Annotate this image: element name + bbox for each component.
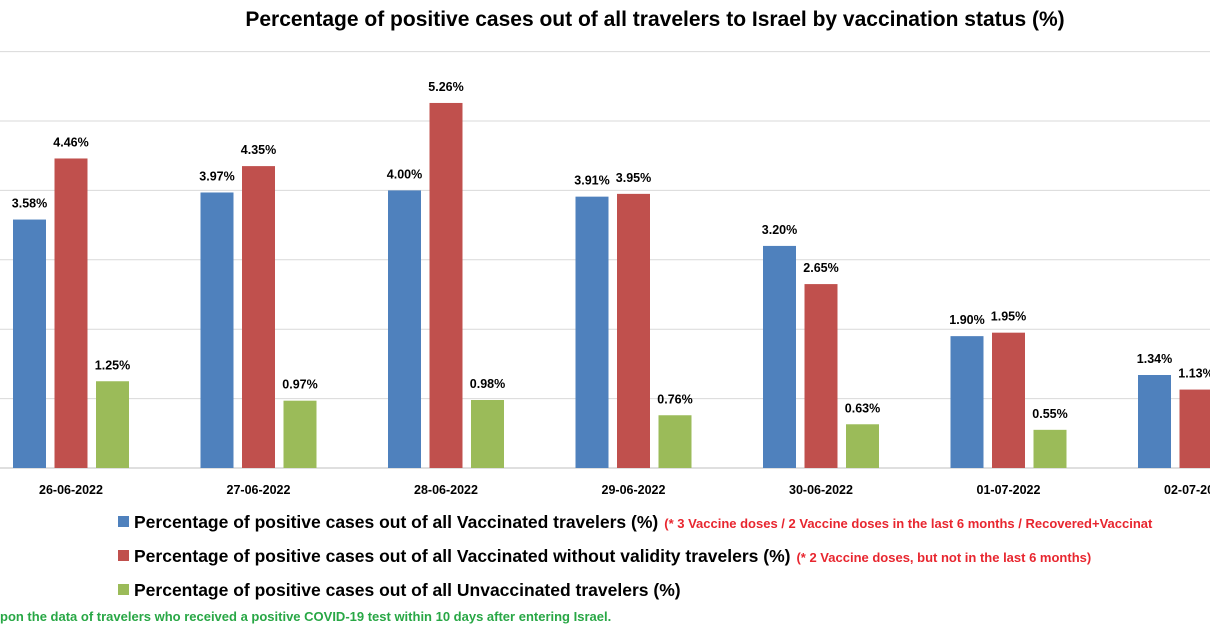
data-label-unvaccinated-29-06-2022: 0.76% bbox=[657, 392, 692, 406]
data-label-unvaccinated-26-06-2022: 1.25% bbox=[95, 358, 130, 372]
data-label-unvaccinated-27-06-2022: 0.97% bbox=[282, 378, 317, 392]
legend-swatch-vaccinated-without-validity bbox=[118, 550, 129, 561]
bar-vaccinated-without-validity-30-06-2022 bbox=[804, 284, 838, 468]
legend-label-vaccinated: Percentage of positive cases out of all … bbox=[134, 512, 659, 532]
legend-label-unvaccinated: Percentage of positive cases out of all … bbox=[134, 580, 681, 600]
category-label-02-07-2022: 02-07-2022 bbox=[1164, 483, 1210, 497]
data-label-vaccinated-without-validity-27-06-2022: 4.35% bbox=[241, 143, 276, 157]
bar-vaccinated-01-07-2022 bbox=[950, 336, 984, 468]
bar-unvaccinated-30-06-2022 bbox=[846, 424, 879, 468]
legend-swatch-unvaccinated bbox=[118, 584, 129, 595]
legend-swatch-vaccinated bbox=[118, 516, 129, 527]
bar-vaccinated-without-validity-26-06-2022 bbox=[54, 158, 88, 468]
data-label-vaccinated-without-validity-01-07-2022: 1.95% bbox=[991, 310, 1026, 324]
data-label-vaccinated-27-06-2022: 3.97% bbox=[199, 169, 234, 183]
category-labels: 26-06-2022 27-06-2022 28-06-2022 29-06-2022… bbox=[39, 483, 1210, 497]
bar-vaccinated-30-06-2022 bbox=[763, 245, 796, 468]
bar-vaccinated-26-06-2022 bbox=[13, 219, 46, 468]
bar-vaccinated-29-06-2022 bbox=[575, 196, 609, 468]
data-label-vaccinated-without-validity-02-07-2022: 1.13% bbox=[1178, 367, 1210, 381]
data-label-vaccinated-28-06-2022: 4.00% bbox=[387, 167, 422, 181]
data-label-unvaccinated-01-07-2022: 0.55% bbox=[1032, 407, 1067, 421]
legend-item-vaccinated-without-validity: Percentage of positive cases out of all … bbox=[118, 546, 1091, 567]
category-label-30-06-2022: 30-06-2022 bbox=[789, 483, 853, 497]
footnote: pon the data of travelers who received a… bbox=[0, 609, 612, 624]
bars bbox=[13, 102, 1210, 469]
data-label-vaccinated-without-validity-29-06-2022: 3.95% bbox=[616, 171, 651, 185]
category-label-27-06-2022: 27-06-2022 bbox=[227, 483, 291, 497]
category-label-01-07-2022: 01-07-2022 bbox=[977, 483, 1041, 497]
legend-note-vaccinated-without-validity: (* 2 Vaccine doses, but not in the last … bbox=[796, 550, 1092, 565]
chart-title: Percentage of positive cases out of all … bbox=[245, 8, 1065, 31]
bar-vaccinated-without-validity-28-06-2022 bbox=[429, 102, 463, 469]
data-label-vaccinated-26-06-2022: 3.58% bbox=[12, 197, 47, 211]
bar-vaccinated-without-validity-01-07-2022 bbox=[992, 332, 1025, 468]
data-label-vaccinated-02-07-2022: 1.34% bbox=[1137, 352, 1172, 366]
data-label-vaccinated-without-validity-28-06-2022: 5.26% bbox=[428, 80, 463, 94]
data-label-vaccinated-without-validity-30-06-2022: 2.65% bbox=[803, 261, 838, 275]
bar-vaccinated-28-06-2022 bbox=[388, 190, 421, 468]
bar-vaccinated-27-06-2022 bbox=[200, 192, 234, 468]
bar-vaccinated-02-07-2022 bbox=[1138, 375, 1171, 468]
legend-note-vaccinated: (* 3 Vaccine doses / 2 Vaccine doses in … bbox=[664, 516, 1153, 531]
legend-item-vaccinated: Percentage of positive cases out of all … bbox=[118, 512, 1152, 533]
bar-vaccinated-without-validity-27-06-2022 bbox=[242, 166, 275, 469]
bar-unvaccinated-27-06-2022 bbox=[283, 400, 317, 468]
legend-label-vaccinated-without-validity: Percentage of positive cases out of all … bbox=[134, 546, 791, 566]
bar-vaccinated-without-validity-02-07-2022 bbox=[1179, 389, 1210, 468]
data-label-vaccinated-30-06-2022: 3.20% bbox=[762, 223, 797, 237]
data-labels: 3.58% 4.46% 1.25% 3.97% 4.35% 0.97% 4.00% 5.26%… bbox=[12, 80, 1210, 421]
data-label-vaccinated-29-06-2022: 3.91% bbox=[574, 174, 609, 188]
category-label-29-06-2022: 29-06-2022 bbox=[602, 483, 666, 497]
bar-unvaccinated-26-06-2022 bbox=[96, 381, 129, 468]
data-label-unvaccinated-30-06-2022: 0.63% bbox=[845, 401, 880, 415]
bar-vaccinated-without-validity-29-06-2022 bbox=[617, 193, 650, 468]
bar-unvaccinated-29-06-2022 bbox=[658, 415, 692, 468]
data-label-vaccinated-without-validity-26-06-2022: 4.46% bbox=[53, 135, 88, 149]
bar-unvaccinated-01-07-2022 bbox=[1033, 429, 1067, 468]
category-label-28-06-2022: 28-06-2022 bbox=[414, 483, 478, 497]
category-label-26-06-2022: 26-06-2022 bbox=[39, 483, 103, 497]
data-label-vaccinated-01-07-2022: 1.90% bbox=[949, 313, 984, 327]
legend-item-unvaccinated: Percentage of positive cases out of all … bbox=[118, 580, 681, 601]
bar-unvaccinated-28-06-2022 bbox=[471, 399, 504, 468]
data-label-unvaccinated-28-06-2022: 0.98% bbox=[470, 377, 505, 391]
